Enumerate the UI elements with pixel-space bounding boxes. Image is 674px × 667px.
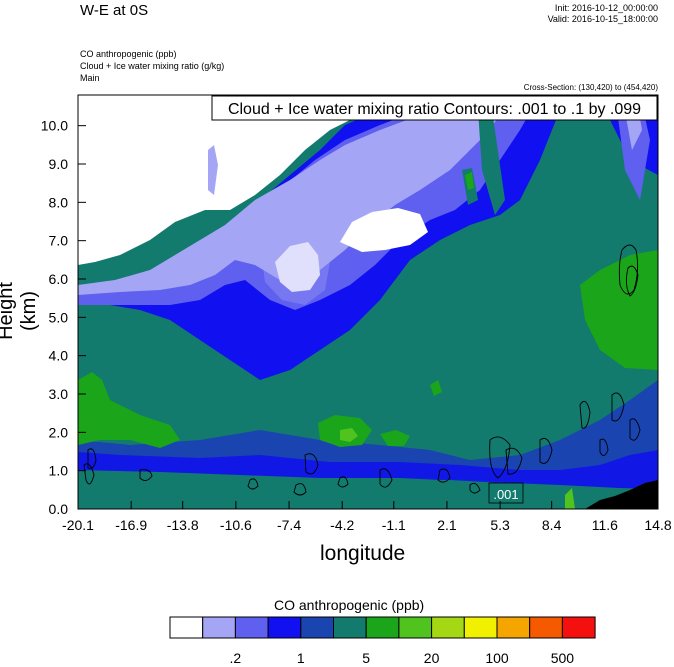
- contour-label-box: [488, 482, 524, 504]
- co-blob-white-1: [275, 242, 320, 292]
- co-region-light-blue: [78, 95, 505, 295]
- contour-label: .001: [493, 487, 518, 502]
- colorbar-swatch: [300, 616, 334, 639]
- plot-title: W-E at 0S: [80, 2, 149, 19]
- x-tick-label: 5.3: [490, 517, 510, 533]
- contour-title: Cloud + Ice water mixing ratio Contours:…: [228, 101, 641, 118]
- x-axis-label: longitude: [320, 542, 406, 565]
- field-label-domain: Main: [80, 73, 100, 83]
- co-streak-1: [208, 145, 218, 195]
- colorbar: .2 1 5 20 100 500: [169, 616, 596, 666]
- colorbar-label: 1: [297, 650, 305, 666]
- y-tick-label: 3.0: [49, 386, 69, 402]
- cloud-contours: [83, 244, 641, 496]
- co-blob-white-2: [340, 208, 428, 252]
- colorbar-swatch: [267, 616, 302, 639]
- colorbar-label: 20: [424, 650, 440, 666]
- terrain: [585, 480, 658, 509]
- x-tick-label: -10.6: [220, 517, 252, 533]
- co-blob-light-1: [262, 232, 330, 305]
- co-region-white: [78, 95, 430, 265]
- field-label-cloud: Cloud + Ice water mixing ratio (g/kg): [80, 61, 225, 71]
- x-tick-label: -4.2: [330, 517, 354, 533]
- co-field: [78, 95, 658, 509]
- colorbar-swatch: [496, 616, 531, 639]
- x-tick-label: 11.6: [592, 517, 618, 533]
- co-streak-4: [478, 110, 505, 215]
- co-green-right: [580, 250, 658, 370]
- co-green-mid-light: [340, 428, 358, 442]
- y-tick-label: 6.0: [49, 271, 69, 287]
- colorbar-swatch: [463, 616, 498, 639]
- y-tick-label: 4.0: [49, 348, 69, 364]
- colorbar-swatch: [169, 616, 204, 639]
- co-green-small2: [465, 172, 474, 190]
- init-time: Init: 2016-10-12_00:00:00: [554, 3, 658, 13]
- x-tick-label: -7.4: [277, 517, 301, 533]
- x-axis: -20.1 -16.9 -13.8 -10.6 -7.4 -4.2 -1.1 2.1 5.3 8.…: [62, 501, 672, 533]
- cross-section-label: Cross-Section: (130,420) to (454,420): [523, 83, 658, 92]
- y-tick-label: 7.0: [49, 233, 69, 249]
- colorbar-swatch: [333, 616, 367, 639]
- field-label-co: CO anthropogenic (ppb): [80, 49, 177, 59]
- terrain-green: [565, 488, 575, 509]
- co-green-right2: [652, 310, 658, 330]
- y-tick-label: 0.0: [49, 501, 69, 517]
- colorbar-swatch: [202, 616, 236, 639]
- colorbar-label: 5: [362, 650, 370, 666]
- x-tick-label: -13.8: [167, 517, 199, 533]
- co-green-mid2: [380, 430, 410, 446]
- colorbar-title: CO anthropogenic (ppb): [274, 597, 425, 613]
- co-lower-teal: [78, 470, 658, 509]
- valid-time: Valid: 2016-10-15_18:00:00: [547, 14, 658, 24]
- colorbar-label: 500: [551, 650, 575, 666]
- y-axis: 0.0 1.0 2.0 3.0 4.0 5.0 6.0 7.0 8.0 9.0 10.0: [41, 118, 86, 517]
- x-tick-label: -16.9: [115, 517, 147, 533]
- co-green-left: [78, 372, 180, 448]
- contour-title-box: [211, 95, 658, 121]
- colorbar-swatch: [398, 616, 433, 639]
- y-axis-label: Height (km): [0, 282, 40, 340]
- plot-frame: [77, 94, 659, 510]
- x-tick-label: 14.8: [644, 517, 671, 533]
- colorbar-label: .2: [230, 650, 242, 666]
- colorbar-swatch: [431, 616, 465, 639]
- colorbar-swatch: [561, 616, 596, 639]
- co-green-small: [430, 380, 442, 396]
- y-tick-label: 1.0: [49, 463, 69, 479]
- colorbar-label: 100: [485, 650, 509, 666]
- y-tick-label: 9.0: [49, 156, 69, 172]
- y-tick-label: 5.0: [49, 309, 69, 325]
- y-tick-label: 10.0: [41, 118, 68, 134]
- x-tick-label: 8.4: [542, 517, 562, 533]
- y-tick-label: 8.0: [49, 194, 69, 210]
- colorbar-swatch: [365, 616, 400, 639]
- colorbar-swatch: [234, 616, 269, 639]
- colorbar-swatch: [529, 616, 563, 639]
- x-tick-label: 2.1: [437, 517, 457, 533]
- x-tick-label: -1.1: [382, 517, 406, 533]
- x-tick-label: -20.1: [62, 517, 94, 533]
- y-tick-label: 2.0: [49, 424, 69, 440]
